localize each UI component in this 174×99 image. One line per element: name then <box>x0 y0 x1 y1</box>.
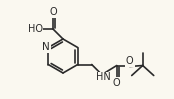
Text: O: O <box>49 7 57 17</box>
Text: O: O <box>113 78 121 88</box>
Text: HO: HO <box>28 24 43 34</box>
Text: N: N <box>42 42 50 52</box>
Text: O: O <box>126 57 133 67</box>
Text: HN: HN <box>96 72 111 82</box>
